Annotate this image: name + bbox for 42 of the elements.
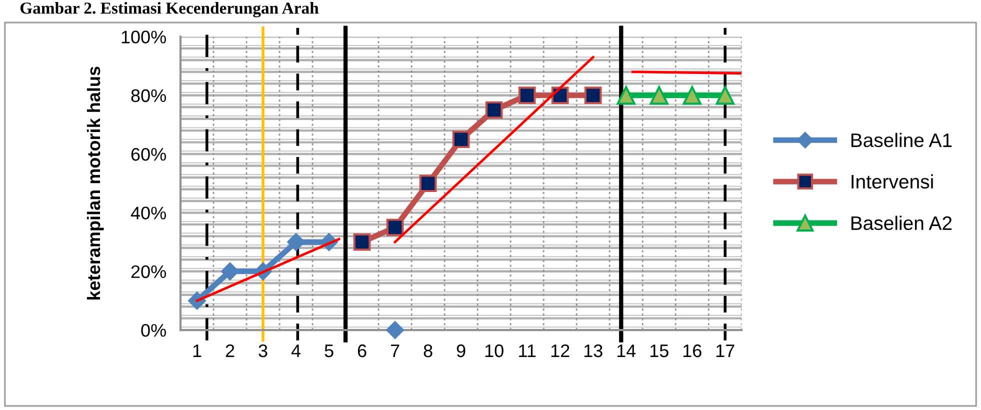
x-tick-label: 11 [519, 344, 536, 358]
point [287, 233, 305, 251]
x-tick-label: 1 [193, 344, 202, 358]
point [584, 86, 602, 104]
y-tick-label: 20% [131, 265, 166, 278]
y-tick-label: 40% [130, 206, 166, 220]
x-tick-label: 10 [485, 344, 504, 358]
x-tick-label: 8 [424, 344, 432, 358]
x-tick-label: 2 [226, 344, 234, 358]
point [616, 86, 636, 105]
legend-label: Intervensi [852, 174, 933, 189]
x-tick-label: 14 [617, 344, 636, 358]
x-tick-label: 15 [650, 344, 668, 358]
point [221, 262, 239, 280]
point [518, 86, 536, 104]
point [682, 86, 702, 105]
x-tick-label: 16 [683, 344, 702, 358]
point [485, 101, 503, 119]
x-tick-label: 17 [716, 344, 734, 358]
chart-title: Gambar 2. Estimasi Kecenderungan Arah [20, 2, 319, 18]
x-tick-label: 12 [551, 344, 570, 358]
y-tick-label: 100% [122, 30, 166, 44]
y-tick-label: 80% [131, 89, 166, 102]
point [419, 174, 437, 192]
point [386, 218, 404, 236]
legend-label: Baselien A2 [851, 216, 952, 230]
point [650, 86, 668, 105]
y-axis-title: keterampilan motorik halus [86, 66, 104, 300]
point [353, 233, 371, 251]
x-tick-label: 5 [324, 344, 334, 358]
point [452, 130, 470, 148]
x-tick-label: 4 [291, 344, 301, 358]
x-tick-label: 6 [358, 344, 366, 358]
x-tick-label: 3 [258, 344, 268, 358]
x-tick-label: 13 [584, 344, 602, 358]
y-tick-label: 0% [141, 324, 166, 337]
x-tick-label: 9 [456, 344, 466, 358]
x-tick-label: 7 [390, 344, 400, 358]
point [716, 86, 735, 105]
y-tick-label: 60% [131, 148, 166, 161]
legend-label: Baseline A1 [851, 132, 952, 148]
point [386, 321, 404, 339]
